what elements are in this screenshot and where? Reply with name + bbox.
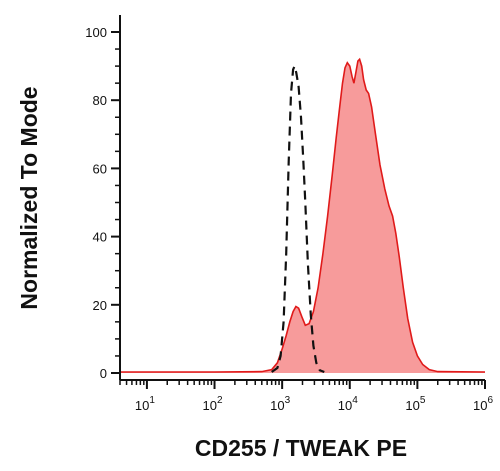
series-1-dashed-line (271, 62, 325, 374)
series-0-area (120, 59, 485, 374)
y-tick-label: 100 (85, 25, 107, 40)
plot-area (120, 57, 486, 374)
axes: 0 20 40 60 80 100 101 102 103 104 105 106 (85, 15, 493, 413)
x-tick-label: 102 (203, 395, 223, 413)
series-0-line (120, 57, 486, 373)
x-tick-label: 101 (135, 395, 155, 413)
x-axis-title: CD255 / TWEAK PE (195, 435, 407, 461)
y-tick-label: 40 (93, 230, 107, 245)
x-tick-label: 106 (473, 395, 493, 413)
y-tick-label: 0 (100, 366, 107, 381)
x-tick-label: 105 (405, 395, 425, 413)
y-axis-title: Normalized To Mode (16, 86, 42, 309)
x-tick-label: 104 (338, 395, 358, 413)
y-tick-label: 20 (93, 298, 107, 313)
y-tick-label: 60 (93, 161, 107, 176)
y-tick-label: 80 (93, 93, 107, 108)
x-tick-label: 103 (270, 395, 290, 413)
